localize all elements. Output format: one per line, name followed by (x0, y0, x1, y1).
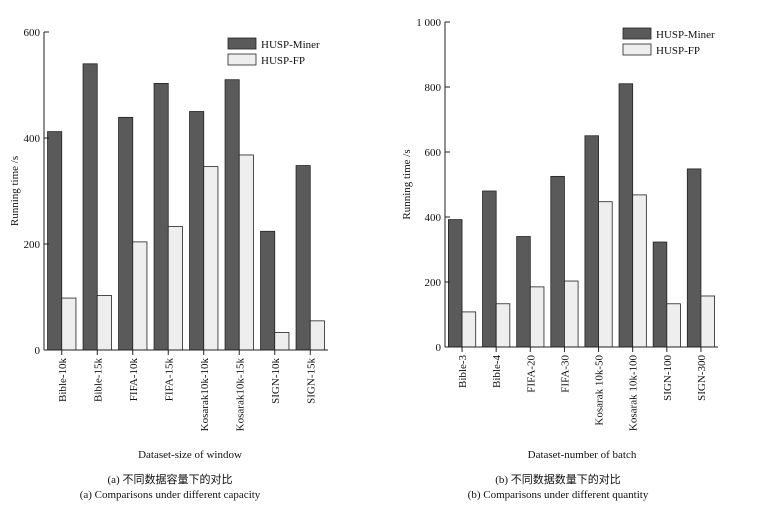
bar-husp-fp-kosarak-10k-100 (632, 194, 647, 348)
legend-label-husp-fp: HUSP-FP (656, 45, 700, 57)
x-tick-label: FIFA-20 (525, 355, 537, 393)
x-tick-label: Kosarak10k-15k (234, 358, 246, 432)
bar-husp-fp-sign-15k (309, 320, 325, 351)
y-tick-label: 600 (425, 147, 442, 159)
y-tick-label: 0 (35, 345, 41, 357)
x-tick-label: FIFA-30 (559, 355, 571, 393)
y-tick-label: 400 (425, 212, 442, 224)
x-tick-label: SIGN-15k (305, 358, 317, 404)
x-tick-label: Bible-10k (57, 358, 69, 402)
x-tick-label: Bible-4 (491, 355, 503, 388)
x-tick-label: SIGN-100 (662, 355, 674, 401)
legend-label-husp-miner: HUSP-Miner (261, 39, 320, 51)
bar-husp-miner-kosarak10k-10k (189, 111, 205, 351)
x-tick-label: Bible-3 (457, 355, 469, 388)
legend-swatch-husp-miner (227, 37, 257, 50)
x-tick-label: FIFA-10k (128, 358, 140, 402)
caption-a-english: (a) Comparisons under different capacity (79, 489, 261, 501)
bar-husp-miner-kosarak-10k-50 (584, 135, 599, 348)
bar-husp-fp-sign-100 (666, 303, 681, 348)
legend-label-husp-miner: HUSP-Miner (656, 29, 715, 41)
x-tick-label: Kosarak10k-10k (199, 358, 211, 432)
y-tick-label: 400 (24, 133, 41, 145)
bar-husp-fp-sign-10k (274, 332, 290, 351)
x-tick-label: Kosarak 10k-50 (594, 355, 606, 426)
bar-husp-fp-bible-3 (461, 311, 477, 348)
bar-husp-fp-fifa-20 (529, 286, 545, 348)
bar-husp-miner-bible-15k (82, 63, 98, 351)
chart-a: 0 200 400 600 Bible-10k Bible-15k FIFA-10k FIFA… (9, 27, 328, 461)
chart-b: 0 200 400 600 800 1 000 Bible-3 Bible-4 FIFA-20 F… (401, 17, 718, 461)
bar-husp-miner-sign-300 (686, 168, 702, 348)
legend-label-husp-fp: HUSP-FP (261, 55, 305, 67)
y-tick-label: 200 (24, 239, 41, 251)
x-tick-label: SIGN-300 (696, 355, 708, 401)
y-tick-label: 200 (425, 277, 442, 289)
y-tick-label: 0 (436, 342, 442, 354)
y-axis-title: Running time /s (401, 149, 413, 219)
bar-husp-miner-kosarak-10k-100 (618, 83, 634, 348)
bar-husp-miner-sign-100 (652, 241, 668, 348)
bar-husp-fp-fifa-30 (564, 280, 579, 348)
bar-husp-miner-kosarak10k-15k (224, 79, 240, 351)
y-tick-label: 1 000 (416, 17, 441, 29)
caption-a: (a) 不同数据容量下的对比 (a) Comparisons under dif… (0, 473, 340, 503)
bar-husp-fp-fifa-15k (167, 226, 183, 351)
bar-husp-miner-fifa-30 (550, 175, 565, 348)
legend-swatch-husp-miner (622, 27, 652, 40)
bar-husp-fp-kosarak10k-10k (203, 166, 219, 351)
caption-b: (b) 不同数据数量下的对比 (b) Comparisons under dif… (388, 473, 728, 503)
bar-husp-miner-fifa-20 (516, 236, 531, 348)
bar-husp-miner-bible-4 (482, 190, 497, 348)
caption-a-chinese: (a) 不同数据容量下的对比 (107, 474, 233, 486)
y-axis-title: Running time /s (9, 156, 21, 226)
bar-husp-fp-bible-15k (96, 295, 112, 351)
bar-husp-miner-fifa-10k (118, 116, 134, 351)
y-tick-label: 600 (24, 27, 41, 39)
bar-husp-fp-kosarak10k-15k (238, 154, 254, 351)
x-tick-label: Bible-15k (92, 358, 104, 402)
caption-b-chinese: (b) 不同数据数量下的对比 (495, 474, 621, 486)
bar-husp-fp-sign-300 (700, 295, 715, 348)
bar-husp-miner-sign-10k (260, 230, 276, 351)
bar-husp-miner-bible-10k (47, 131, 63, 351)
bar-husp-fp-fifa-10k (132, 241, 148, 351)
caption-b-english: (b) Comparisons under different quantity (467, 489, 649, 501)
x-tick-label: FIFA-15k (163, 358, 175, 402)
bar-husp-fp-bible-4 (495, 303, 511, 348)
bar-husp-miner-bible-3 (448, 219, 463, 348)
bar-husp-fp-bible-10k (61, 297, 77, 351)
bar-husp-fp-kosarak-10k-50 (598, 201, 613, 348)
x-tick-label: SIGN-10k (270, 358, 282, 404)
x-tick-label: Kosarak 10k-100 (628, 355, 640, 432)
legend-swatch-husp-fp (227, 53, 257, 66)
bar-husp-miner-sign-15k (295, 165, 311, 351)
x-axis-title: Dataset-number of batch (528, 449, 637, 461)
x-axis-title: Dataset-size of window (138, 449, 242, 461)
legend-swatch-husp-fp (622, 43, 652, 56)
y-tick-label: 800 (425, 82, 442, 94)
bar-husp-miner-fifa-15k (153, 83, 169, 351)
